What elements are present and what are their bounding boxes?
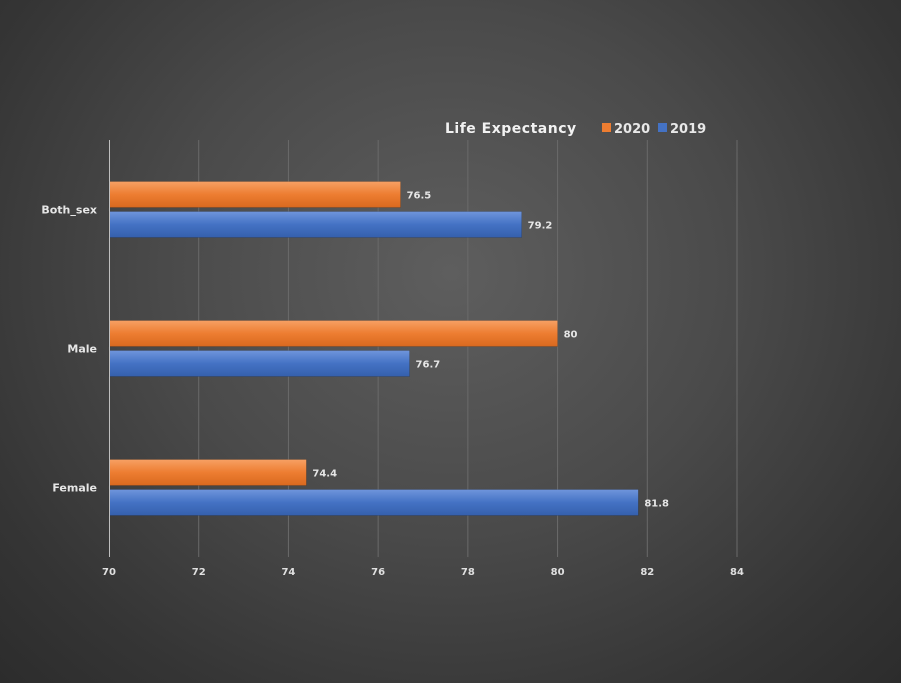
x-tick-label: 76 (371, 567, 385, 578)
category-label: Both_sex (41, 204, 97, 217)
data-label: 79.2 (528, 221, 553, 232)
data-label: 74.4 (312, 469, 337, 480)
data-label: 80 (564, 330, 578, 341)
category-axis: Both_sex Male Female (41, 204, 97, 495)
bar-2020-both_sex (108, 181, 401, 208)
data-labels: 76.5 79.2 80 76.7 74.4 81.8 (312, 191, 669, 510)
data-label: 76.7 (416, 360, 441, 371)
legend-swatch-2020 (602, 123, 611, 132)
category-label: Female (52, 482, 97, 495)
x-tick-label: 70 (102, 567, 116, 578)
x-tick-label: 72 (192, 567, 206, 578)
bar-2020-male (108, 320, 558, 347)
bar-2019-female (108, 489, 639, 516)
bar-2020-female (108, 459, 307, 486)
x-tick-label: 82 (640, 567, 654, 578)
data-label: 81.8 (644, 499, 669, 510)
bars (108, 181, 639, 516)
bar-2019-both_sex (108, 211, 522, 238)
x-tick-label: 78 (461, 567, 475, 578)
gridlines (198, 140, 738, 557)
value-axis: 70 72 74 76 78 80 82 84 (102, 567, 744, 578)
legend-swatch-2019 (658, 123, 667, 132)
chart-title: Life Expectancy (445, 121, 577, 137)
x-tick-label: 74 (281, 567, 295, 578)
legend-label-2019: 2019 (670, 122, 706, 137)
legend-label-2020: 2020 (614, 122, 650, 137)
x-tick-label: 80 (551, 567, 565, 578)
legend: 2020 2019 (602, 122, 706, 137)
x-tick-label: 84 (730, 567, 744, 578)
data-label: 76.5 (407, 191, 432, 202)
bar-2019-male (108, 350, 410, 377)
category-label: Male (67, 343, 97, 356)
